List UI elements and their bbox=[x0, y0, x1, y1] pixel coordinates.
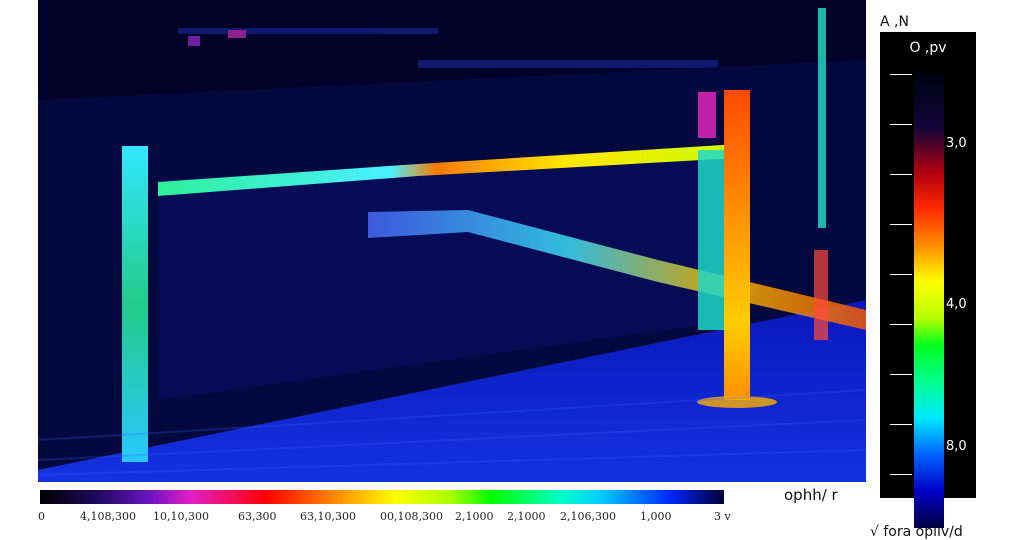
horizontal-tick-label: 2,106,300 bbox=[560, 510, 616, 523]
vertical-tick bbox=[890, 224, 912, 225]
thermal-scene bbox=[38, 0, 866, 482]
horizontal-tick-label: 10,10,300 bbox=[153, 510, 209, 523]
legend-corner-label: A ,N bbox=[880, 14, 909, 30]
vertical-scale-footer: √ fora opliv/d bbox=[870, 524, 963, 540]
vertical-label-3: 3,0 bbox=[946, 136, 967, 151]
vertical-tick bbox=[890, 374, 912, 375]
horizontal-tick-label: 00,108,300 bbox=[380, 510, 443, 523]
pillar-base-glow bbox=[697, 396, 777, 408]
hot-pillar bbox=[724, 90, 750, 400]
horizontal-tick-label: 4,108,300 bbox=[80, 510, 136, 523]
far-right-pole bbox=[818, 8, 826, 228]
horizontal-tick-label: 63,300 bbox=[238, 510, 277, 523]
vertical-tick bbox=[890, 74, 912, 75]
horizontal-tick-label: 3 v bbox=[714, 510, 731, 523]
vertical-tick bbox=[890, 424, 912, 425]
vertical-tick bbox=[890, 174, 912, 175]
far-right-hot-spot bbox=[814, 250, 828, 340]
floor bbox=[38, 300, 866, 482]
horizontal-scale-unit: ophh/ r bbox=[784, 486, 838, 504]
wall-panel bbox=[158, 150, 738, 400]
vertical-tick bbox=[890, 324, 912, 325]
horizontal-scale-ticks: 0 4,108,300 10,10,300 63,300 63,10,300 00,108… bbox=[0, 510, 760, 530]
horizontal-tick-label: 2,1000 bbox=[455, 510, 494, 523]
top-pipe bbox=[158, 144, 738, 196]
vertical-tick bbox=[890, 124, 912, 125]
horizontal-color-scale bbox=[40, 490, 724, 504]
vertical-color-scale bbox=[914, 72, 944, 528]
thermal-image bbox=[38, 0, 866, 482]
vertical-scale-title: O ,pv bbox=[909, 40, 947, 56]
horizontal-tick-label: 0 bbox=[38, 510, 45, 523]
horizontal-tick-label: 63,10,300 bbox=[300, 510, 356, 523]
vertical-scale-panel: O ,pv 3,0 4,0 8,0 bbox=[880, 32, 976, 528]
vertical-label-4: 4,0 bbox=[946, 297, 967, 312]
vertical-tick bbox=[890, 274, 912, 275]
floor-stripes bbox=[38, 389, 866, 476]
right-cool-column bbox=[698, 150, 728, 330]
magenta-hotspot bbox=[698, 92, 716, 138]
vertical-label-8: 8,0 bbox=[946, 439, 967, 454]
horizontal-tick-label: 2,1000 bbox=[507, 510, 546, 523]
horizontal-tick-label: 1,000 bbox=[640, 510, 672, 523]
vertical-tick bbox=[890, 474, 912, 475]
left-pillar bbox=[122, 146, 148, 462]
